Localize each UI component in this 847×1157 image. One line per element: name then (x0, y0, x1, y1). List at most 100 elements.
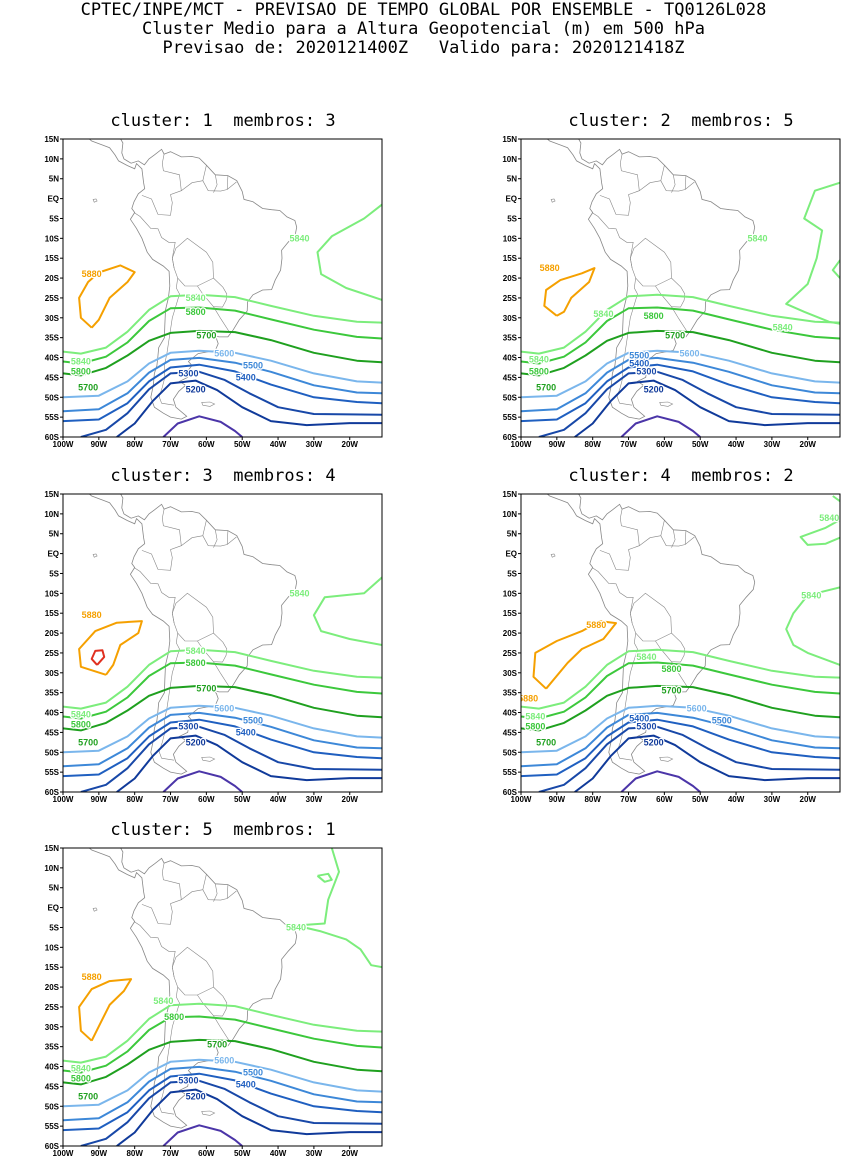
contour-5500 (63, 1065, 382, 1122)
lat-label: 10N (44, 155, 59, 164)
lon-label: 70W (162, 440, 179, 449)
country-border (619, 154, 640, 191)
contour-5880 (532, 620, 617, 690)
contour-label: 5600 (679, 349, 699, 359)
country-border (213, 306, 230, 333)
contour-5200 (574, 734, 840, 792)
contour-label: 5400 (629, 713, 649, 723)
lon-label: 30W (306, 440, 323, 449)
contour-5800 (63, 661, 382, 720)
country-border (660, 180, 695, 192)
lon-label: 30W (764, 795, 781, 804)
contour-label: 5500 (243, 1067, 263, 1077)
island (201, 401, 216, 407)
lat-label: 45S (503, 373, 518, 382)
lat-label: 15S (45, 963, 60, 972)
lon-label: 90W (549, 440, 566, 449)
lon-label: 60W (656, 795, 673, 804)
contour-5840 (63, 293, 382, 355)
contour-5200 (116, 734, 382, 792)
contour-label: 5700 (196, 684, 216, 694)
lat-label: 45S (45, 728, 60, 737)
contour-label: 5500 (629, 351, 649, 361)
contour-label: 5400 (236, 727, 256, 737)
contour-5100 (620, 770, 701, 792)
contour-5400 (521, 363, 840, 423)
contour-5400 (63, 1072, 382, 1132)
contour-5700 (521, 684, 840, 732)
lat-label: 5N (49, 884, 59, 893)
lat-label: 35S (45, 334, 60, 343)
lon-label: 50W (234, 440, 251, 449)
contour-5840 (831, 259, 840, 279)
contour-label: 5800 (71, 366, 91, 376)
country-border (157, 520, 207, 571)
contour-5840 (832, 495, 840, 503)
lat-label: 15N (44, 844, 59, 853)
country-border (213, 529, 218, 548)
country-border (157, 165, 207, 216)
contour-label: 5200 (644, 384, 664, 394)
contour-label: 5840 (773, 323, 793, 333)
lat-label: 25S (45, 649, 60, 658)
contour-label: 5840 (801, 590, 821, 600)
country-border (684, 530, 687, 545)
lat-label: 5N (507, 175, 517, 184)
contour-label: 5300 (636, 366, 656, 376)
lat-label: 30S (45, 1023, 60, 1032)
lat-label: 15S (45, 254, 60, 263)
contour-label: 5880 (518, 694, 538, 704)
country-border (213, 174, 218, 193)
lon-label: 20W (800, 440, 817, 449)
contour-5600 (63, 704, 382, 754)
map-content: 5880588058405840584058005700560055005400… (518, 494, 840, 792)
lon-label: 40W (728, 440, 745, 449)
contour-5400 (521, 718, 840, 778)
map-frame (62, 847, 383, 1147)
lat-label: 60S (45, 1142, 60, 1151)
panel-1-map: 5880584058405800584058005700570056005500… (44, 135, 383, 449)
lat-label: 5N (507, 530, 517, 539)
map-content: 5880584058405840580057005600550054005300… (521, 139, 840, 437)
contour-5840 (785, 586, 840, 666)
contour-label: 5840 (71, 1064, 91, 1074)
lat-label: 20S (503, 629, 518, 638)
contour-label: 5800 (529, 366, 549, 376)
country-border (615, 165, 665, 216)
country-border (161, 154, 182, 191)
lat-label: 40S (45, 354, 60, 363)
contour-5700 (521, 329, 840, 377)
country-border (161, 863, 182, 900)
contour-label: 5840 (525, 712, 545, 722)
lon-label: 70W (620, 440, 637, 449)
lon-label: 30W (306, 795, 323, 804)
contour-label: 5700 (665, 331, 685, 341)
contour-5500 (63, 711, 382, 768)
lat-label: EQ (47, 550, 59, 559)
country-border (141, 195, 159, 215)
lat-label: 20S (45, 983, 60, 992)
lat-label: 15S (503, 609, 518, 618)
contour-label: 5800 (164, 1012, 184, 1022)
panel-4-title: cluster: 4 membros: 2 (568, 466, 794, 486)
map-frame (62, 138, 383, 438)
contour-5200 (116, 379, 382, 437)
country-border (133, 212, 176, 269)
lon-label: 60W (198, 440, 215, 449)
contour-5200 (116, 1088, 382, 1146)
lat-label: 55S (45, 413, 60, 422)
country-border (684, 175, 687, 190)
header-line-2: Cluster Medio para a Altura Geopotencial… (142, 19, 705, 39)
country-border (671, 529, 676, 548)
country-border (226, 175, 229, 190)
contour-5100 (620, 415, 701, 437)
country-border (591, 567, 634, 624)
contour-5300 (80, 370, 382, 437)
contour-5840 (316, 872, 333, 883)
contour-label: 5400 (236, 1079, 256, 1089)
lon-label: 70W (162, 1149, 179, 1157)
contour-label: 5800 (662, 664, 682, 674)
contour-label: 5700 (196, 331, 216, 341)
lat-label: 30S (45, 314, 60, 323)
country-border (141, 550, 159, 570)
